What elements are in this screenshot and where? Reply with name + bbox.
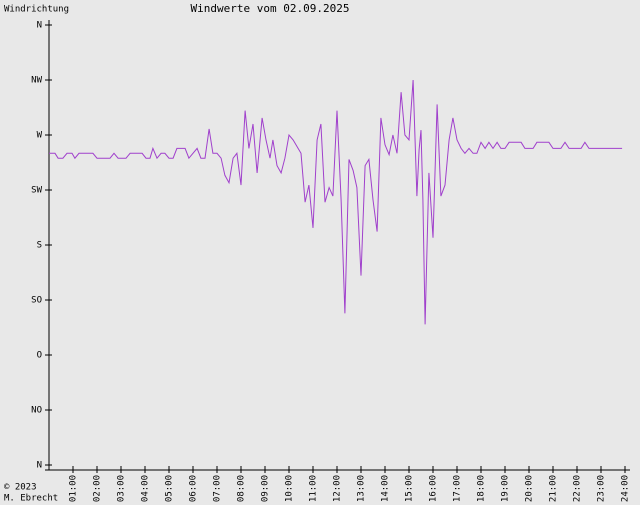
- x-tick-label: 22:00: [573, 475, 583, 502]
- y-tick-label: W: [37, 131, 43, 141]
- x-tick-label: 08:00: [237, 475, 247, 502]
- footer-line: M. Ebrecht: [4, 494, 58, 504]
- x-tick-label: 05:00: [165, 475, 175, 502]
- x-tick-label: 09:00: [261, 475, 271, 502]
- data-line: [49, 79, 623, 325]
- y-tick-label: S: [37, 241, 42, 251]
- x-tick-label: 12:00: [333, 475, 343, 502]
- chart-title: Windwerte vom 02.09.2025: [191, 2, 350, 15]
- x-tick-label: 02:00: [93, 475, 103, 502]
- x-tick-label: 10:00: [285, 475, 295, 502]
- x-tick-label: 01:00: [69, 475, 79, 502]
- x-tick-label: 24:00: [621, 475, 631, 502]
- x-tick-label: 23:00: [597, 475, 607, 502]
- x-tick-label: 16:00: [429, 475, 439, 502]
- x-tick-label: 06:00: [189, 475, 199, 502]
- y-tick-label: N: [37, 461, 42, 471]
- x-tick-label: 03:00: [117, 475, 127, 502]
- x-tick-label: 17:00: [453, 475, 463, 502]
- y-tick-label: NW: [31, 76, 42, 86]
- y-tick-label: O: [37, 351, 42, 361]
- y-axis-label: Windrichtung: [4, 5, 69, 15]
- y-tick-label: SO: [31, 296, 42, 306]
- x-tick-label: 20:00: [525, 475, 535, 502]
- y-tick-label: SW: [31, 186, 42, 196]
- x-tick-label: 21:00: [549, 475, 559, 502]
- y-tick-label: NO: [31, 406, 42, 416]
- x-tick-label: 14:00: [381, 475, 391, 502]
- x-tick-label: 04:00: [141, 475, 151, 502]
- x-tick-label: 15:00: [405, 475, 415, 502]
- footer-line: © 2023: [4, 483, 37, 493]
- x-tick-label: 07:00: [213, 475, 223, 502]
- x-tick-label: 13:00: [357, 475, 367, 502]
- x-tick-label: 11:00: [309, 475, 319, 502]
- x-tick-label: 19:00: [501, 475, 511, 502]
- y-tick-label: N: [37, 21, 42, 31]
- x-tick-label: 18:00: [477, 475, 487, 502]
